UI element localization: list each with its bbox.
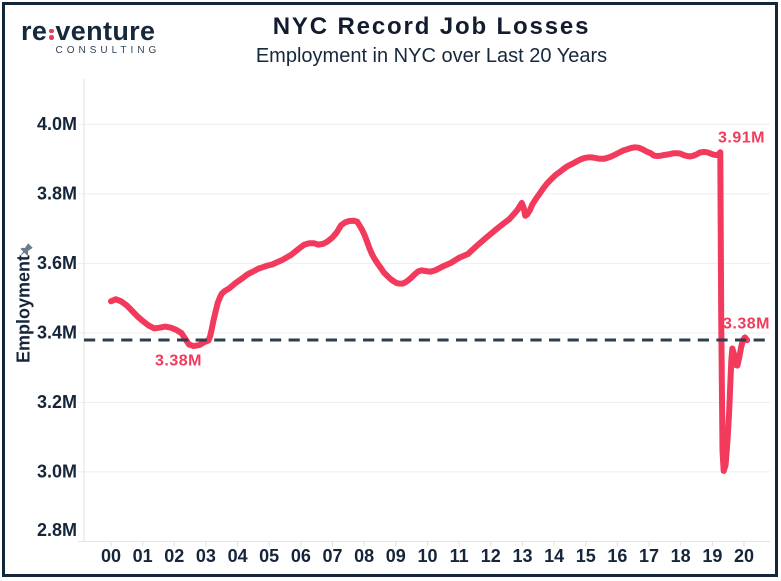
svg-text:06: 06 — [291, 546, 311, 566]
svg-text:20: 20 — [734, 546, 754, 566]
svg-text:3.38M: 3.38M — [723, 316, 770, 333]
svg-text:16: 16 — [607, 546, 627, 566]
svg-text:3.8M: 3.8M — [37, 183, 77, 203]
svg-text:01: 01 — [133, 546, 153, 566]
svg-text:2.8M: 2.8M — [37, 520, 77, 540]
svg-text:09: 09 — [386, 546, 406, 566]
svg-text:11: 11 — [450, 546, 469, 566]
svg-text:17: 17 — [639, 546, 659, 566]
svg-text:Employment: Employment — [13, 255, 33, 363]
svg-text:07: 07 — [322, 546, 342, 566]
svg-text:03: 03 — [196, 546, 216, 566]
svg-text:18: 18 — [671, 546, 691, 566]
svg-text:00: 00 — [101, 546, 121, 566]
svg-text:08: 08 — [354, 546, 374, 566]
svg-text:4.0M: 4.0M — [37, 114, 77, 134]
svg-text:15: 15 — [576, 546, 596, 566]
svg-text:13: 13 — [512, 546, 532, 566]
svg-text:3.6M: 3.6M — [37, 253, 77, 273]
svg-text:12: 12 — [481, 546, 501, 566]
svg-text:02: 02 — [164, 546, 184, 566]
svg-text:05: 05 — [259, 546, 279, 566]
svg-text:19: 19 — [702, 546, 722, 566]
svg-text:10: 10 — [417, 546, 437, 566]
svg-text:3.38M: 3.38M — [155, 353, 202, 370]
svg-text:3.2M: 3.2M — [37, 392, 77, 412]
svg-text:04: 04 — [228, 546, 248, 566]
svg-text:3.91M: 3.91M — [718, 130, 765, 147]
svg-text:14: 14 — [544, 546, 564, 566]
svg-text:3.0M: 3.0M — [37, 461, 77, 481]
svg-text:3.4M: 3.4M — [37, 322, 77, 342]
